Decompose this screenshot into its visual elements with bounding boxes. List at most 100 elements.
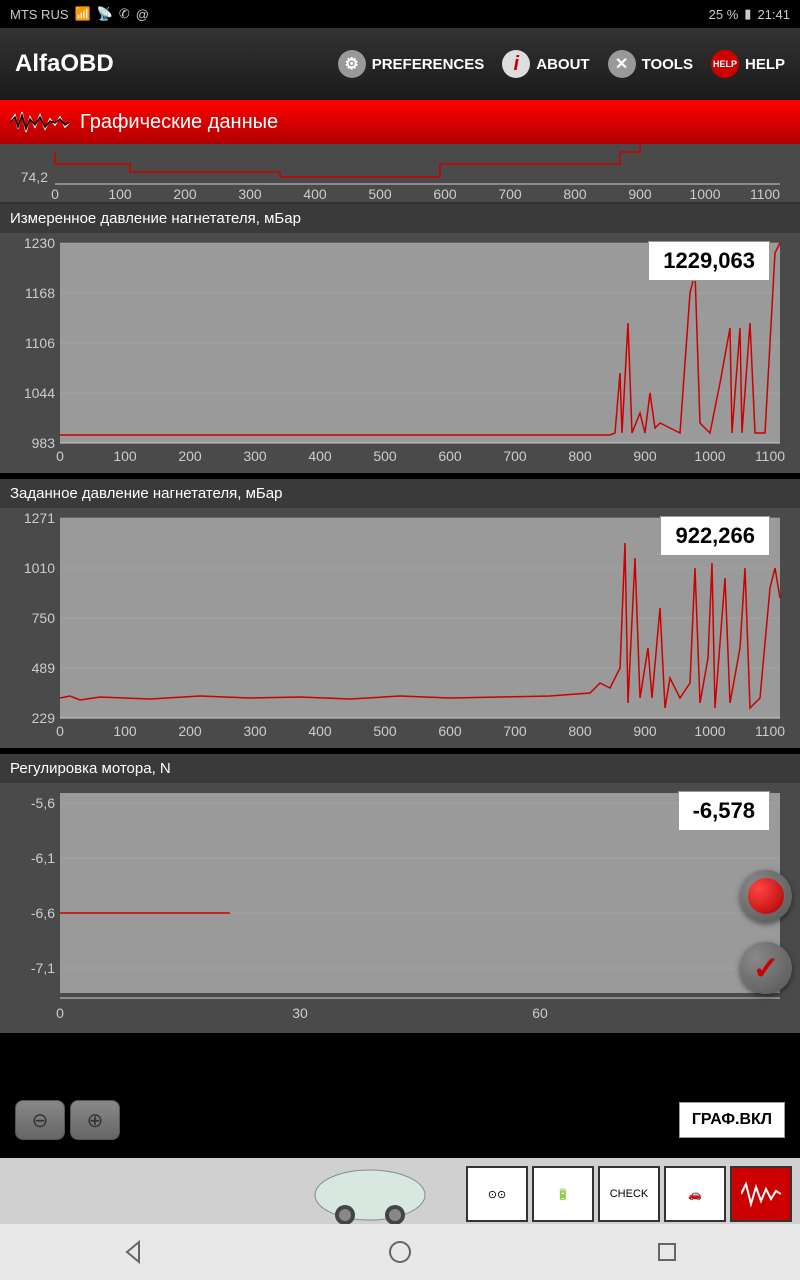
- tool-battery-button[interactable]: 🔋: [532, 1166, 594, 1222]
- svg-text:1100: 1100: [755, 448, 785, 464]
- battery-icon: ▮: [744, 6, 751, 22]
- svg-text:100: 100: [108, 186, 132, 202]
- tools-icon: ✕: [608, 50, 636, 78]
- svg-text:1000: 1000: [689, 186, 720, 202]
- android-nav-bar: [0, 1224, 800, 1280]
- preferences-button[interactable]: ⚙ PREFERENCES: [338, 50, 485, 78]
- svg-text:400: 400: [308, 448, 332, 464]
- svg-text:1271: 1271: [24, 510, 55, 526]
- section-banner: Графические данные: [0, 100, 800, 144]
- svg-text:800: 800: [568, 448, 592, 464]
- svg-text:1000: 1000: [694, 723, 725, 739]
- top-chart-line: [55, 144, 640, 177]
- svg-text:0: 0: [51, 186, 59, 202]
- chart-3-xlabels: 03060: [56, 1005, 548, 1021]
- svg-text:0: 0: [56, 448, 64, 464]
- svg-text:1100: 1100: [755, 723, 785, 739]
- info-icon: i: [502, 50, 530, 78]
- svg-text:500: 500: [373, 723, 397, 739]
- bottom-controls: ⊖ ⊕ ГРАФ.ВКЛ: [0, 1100, 800, 1140]
- svg-text:900: 900: [633, 723, 657, 739]
- svg-text:983: 983: [32, 435, 56, 451]
- svg-text:200: 200: [178, 448, 202, 464]
- chart-1-value: 1229,063: [648, 241, 770, 281]
- tool-car-button[interactable]: 🚗: [664, 1166, 726, 1222]
- svg-text:-7,1: -7,1: [31, 960, 55, 976]
- svg-text:500: 500: [373, 448, 397, 464]
- nav-home-button[interactable]: [386, 1238, 414, 1266]
- battery-label: 25 %: [709, 7, 739, 22]
- svg-text:200: 200: [178, 723, 202, 739]
- svg-text:400: 400: [303, 186, 327, 202]
- tool-graph-button[interactable]: [730, 1166, 792, 1222]
- battery-charge-icon: 🔋: [556, 1188, 570, 1201]
- svg-text:500: 500: [368, 186, 392, 202]
- app-header: AlfaOBD ⚙ PREFERENCES i ABOUT ✕ TOOLS HE…: [0, 28, 800, 100]
- top-chart-xticks: 010020030040050060070080090010001100: [51, 186, 780, 202]
- side-action-buttons: ✓: [740, 870, 792, 994]
- svg-text:300: 300: [243, 448, 267, 464]
- svg-text:1168: 1168: [25, 285, 55, 301]
- car-icon: [300, 1160, 440, 1224]
- svg-text:700: 700: [503, 448, 527, 464]
- chart-2: Заданное давление нагнетателя, мБар 922,…: [0, 479, 800, 748]
- about-label: ABOUT: [536, 56, 589, 73]
- record-icon: [748, 878, 784, 914]
- svg-text:900: 900: [628, 186, 652, 202]
- banner-title: Графические данные: [80, 111, 278, 134]
- chart-1-xlabels: 010020030040050060070080090010001100: [56, 448, 785, 464]
- chart-3-value: -6,578: [678, 791, 770, 831]
- svg-text:229: 229: [32, 710, 56, 726]
- whatsapp-icon: ✆: [119, 6, 130, 22]
- svg-text:900: 900: [633, 448, 657, 464]
- zoom-out-button[interactable]: ⊖: [15, 1100, 65, 1140]
- svg-text:-6,6: -6,6: [31, 905, 55, 921]
- tools-button[interactable]: ✕ TOOLS: [608, 50, 693, 78]
- chart-1-title: Измеренное давление нагнетателя, мБар: [0, 204, 800, 233]
- svg-text:60: 60: [532, 1005, 548, 1021]
- chart-3: Регулировка мотора, N -6,578 -5,6-6,1-6,…: [0, 754, 800, 1033]
- svg-text:200: 200: [173, 186, 197, 202]
- check-icon: ✓: [753, 949, 780, 987]
- about-button[interactable]: i ABOUT: [502, 50, 589, 78]
- svg-text:600: 600: [438, 448, 462, 464]
- svg-text:1010: 1010: [24, 560, 55, 576]
- tool-check-button[interactable]: CHECK: [598, 1166, 660, 1222]
- svg-text:700: 700: [503, 723, 527, 739]
- top-chart-ylabel: 74,2: [21, 169, 48, 185]
- chart-1: Измеренное давление нагнетателя, мБар 12…: [0, 204, 800, 473]
- nav-back-button[interactable]: [119, 1238, 147, 1266]
- help-label: HELP: [745, 56, 785, 73]
- svg-text:800: 800: [568, 723, 592, 739]
- app-title: AlfaOBD: [15, 50, 114, 78]
- tools-label: TOOLS: [642, 56, 693, 73]
- nav-recent-button[interactable]: [653, 1238, 681, 1266]
- signal-icon: 📶: [75, 6, 91, 22]
- svg-text:0: 0: [56, 723, 64, 739]
- confirm-button[interactable]: ✓: [740, 942, 792, 994]
- svg-text:600: 600: [433, 186, 457, 202]
- graph-toggle-button[interactable]: ГРАФ.ВКЛ: [679, 1102, 785, 1138]
- gear-icon: ⚙: [338, 50, 366, 78]
- check-engine-icon: CHECK: [610, 1188, 649, 1200]
- zoom-out-icon: ⊖: [32, 1108, 49, 1133]
- chart-2-value: 922,266: [660, 516, 770, 556]
- tool-wheels-button[interactable]: ⊙⊙: [466, 1166, 528, 1222]
- chart-top-stub: 74,2 01002003004005006007008009001000110…: [0, 144, 800, 204]
- chart-2-ylabels: 22948975010101271: [24, 510, 55, 726]
- svg-text:30: 30: [292, 1005, 308, 1021]
- svg-text:100: 100: [113, 448, 137, 464]
- chart-2-title: Заданное давление нагнетателя, мБар: [0, 479, 800, 508]
- svg-text:800: 800: [563, 186, 587, 202]
- svg-text:100: 100: [113, 723, 137, 739]
- record-button[interactable]: [740, 870, 792, 922]
- wifi-icon: 📡: [97, 6, 113, 22]
- svg-text:400: 400: [308, 723, 332, 739]
- svg-text:1106: 1106: [25, 335, 55, 351]
- chart-3-ylabels: -5,6-6,1-6,6-7,1: [31, 795, 55, 976]
- help-button[interactable]: HELP HELP: [711, 50, 785, 78]
- chart-1-ylabels: 9831044110611681230: [24, 235, 55, 451]
- status-bar: MTS RUS 📶 📡 ✆ @ 25 % ▮ 21:41: [0, 0, 800, 28]
- zoom-in-button[interactable]: ⊕: [70, 1100, 120, 1140]
- svg-text:300: 300: [238, 186, 262, 202]
